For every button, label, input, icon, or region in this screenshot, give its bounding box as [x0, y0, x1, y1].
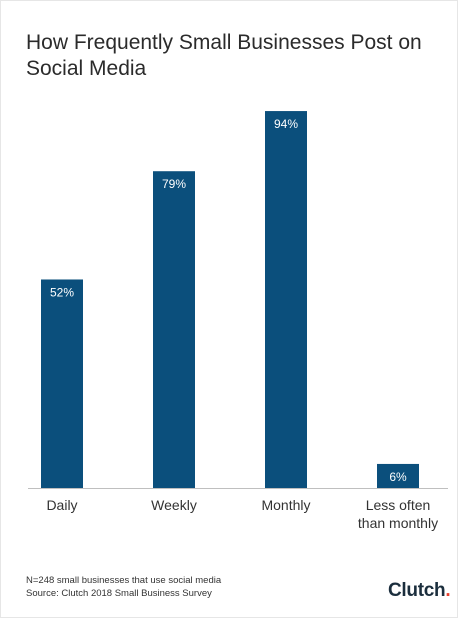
bar-value-label-0: 52% — [50, 285, 74, 299]
bar-3 — [377, 463, 419, 488]
category-label-3-line-1: than monthly — [358, 515, 438, 531]
logo-dot: . — [445, 580, 451, 601]
category-label-1: Weekly — [151, 497, 197, 513]
chart-title-line-1: How Frequently Small Businesses Post on — [26, 31, 422, 54]
category-label-3-line-0: Less often — [366, 497, 431, 513]
bar-0 — [41, 279, 83, 488]
footnote: N=248 small businesses that use social m… — [26, 574, 221, 600]
category-label-0: Daily — [46, 497, 77, 513]
logo-text: Clutch — [388, 580, 446, 601]
bar-1 — [153, 171, 195, 488]
bar-value-label-2: 94% — [274, 117, 298, 131]
bar-value-label-3: 6% — [389, 470, 407, 484]
chart-title: How Frequently Small Businesses Post on … — [26, 30, 446, 82]
footnote-sample-size: N=248 small businesses that use social m… — [26, 575, 222, 586]
bar-2 — [265, 111, 307, 488]
clutch-logo: Clutch. — [388, 580, 451, 602]
footnote-source: Source: Clutch 2018 Small Business Surve… — [26, 588, 212, 599]
bar-value-label-1: 79% — [162, 177, 186, 191]
category-label-2: Monthly — [261, 497, 310, 513]
chart-title-line-2: Social Media — [26, 57, 147, 80]
